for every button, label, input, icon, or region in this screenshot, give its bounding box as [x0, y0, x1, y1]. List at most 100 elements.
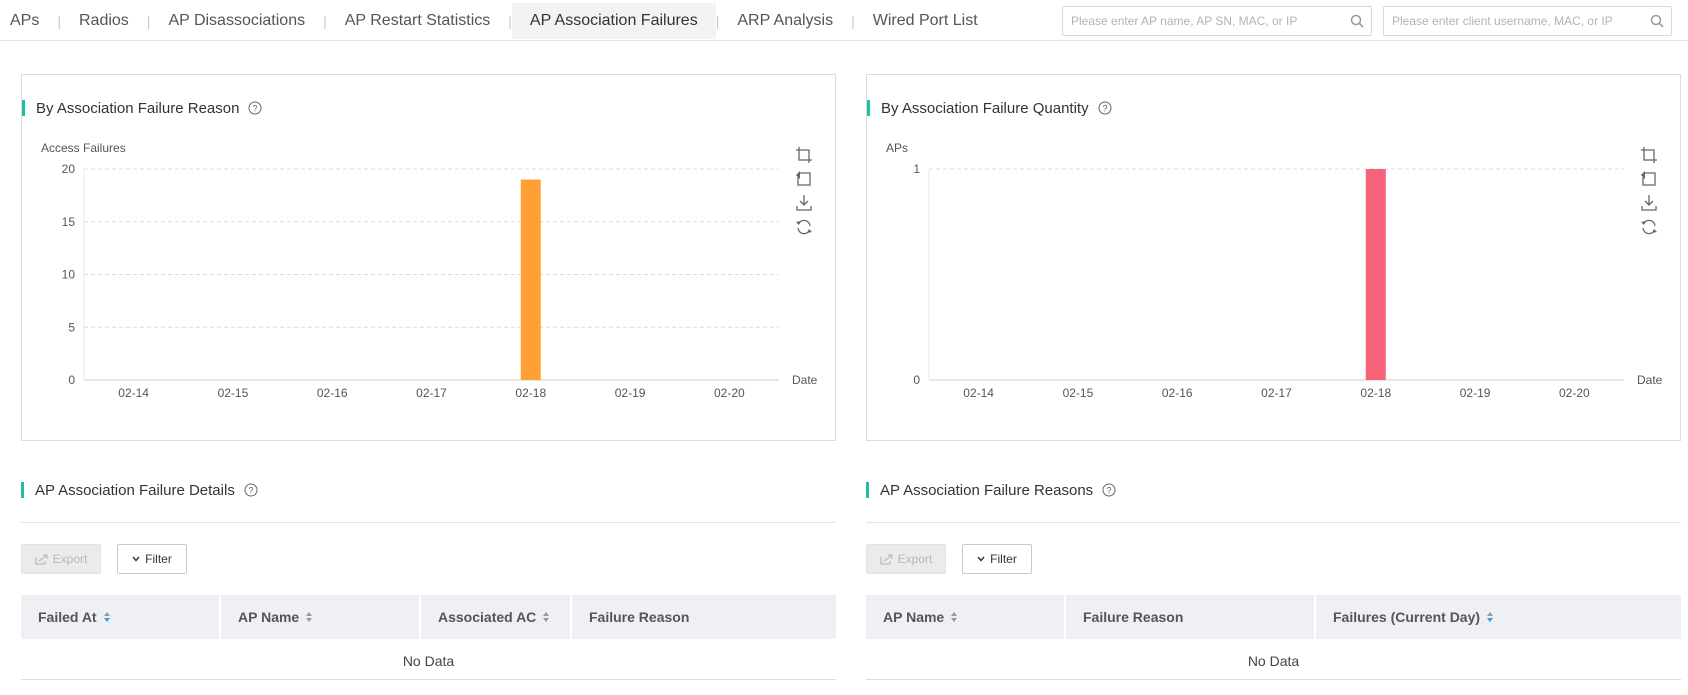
y-tick-label: 15 [62, 215, 76, 229]
chevron-down-icon [132, 556, 140, 562]
column-header-associated-ac[interactable]: Associated AC [421, 595, 572, 639]
column-header-failures-current-day[interactable]: Failures (Current Day) [1316, 595, 1681, 639]
quantity-chart-title: By Association Failure Quantity ? [867, 99, 1112, 117]
y-tick-label: 1 [913, 162, 920, 176]
tab-ap-disassociations[interactable]: AP Disassociations [168, 11, 306, 29]
client-search-input[interactable] [1384, 7, 1671, 35]
help-circle-icon[interactable]: ? [248, 101, 262, 115]
tab-ap-association-failures[interactable]: AP Association Failures [511, 2, 716, 39]
reason-chart-title-text: By Association Failure Reason [36, 99, 240, 117]
export-button[interactable]: Export [21, 544, 101, 574]
svg-text:?: ? [1107, 486, 1112, 496]
empty-table-message: No Data [21, 643, 836, 680]
column-header-label: Associated AC [438, 609, 537, 625]
svg-text:?: ? [1102, 104, 1107, 114]
tab-wired-port-list[interactable]: Wired Port List [872, 11, 978, 29]
sort-icon[interactable] [950, 611, 958, 623]
x-tick-label: 02-20 [1559, 386, 1590, 400]
x-tick-label: 02-14 [963, 386, 994, 400]
help-circle-icon[interactable]: ? [244, 483, 258, 497]
section-divider [21, 522, 836, 523]
column-header-ap-name[interactable]: AP Name [866, 595, 1066, 639]
ap-search-input[interactable] [1063, 7, 1371, 35]
restore-icon[interactable] [1640, 170, 1658, 188]
y-tick-label: 0 [68, 373, 75, 387]
sort-icon[interactable] [542, 611, 550, 623]
details-table-header: Failed At AP Name Associated AC Failure … [21, 595, 836, 639]
quantity-bar-chart: APs 0 1 02-14 02-15 02-16 02-17 02-18 02-19 02-20… [886, 141, 1663, 400]
y-axis-label: Access Failures [41, 141, 126, 155]
chevron-down-icon [977, 556, 985, 562]
svg-text:?: ? [253, 104, 258, 114]
tab-separator: | [508, 12, 512, 29]
help-circle-icon[interactable]: ? [1102, 483, 1116, 497]
tab-separator: | [323, 12, 327, 29]
x-tick-label: 02-19 [1460, 386, 1491, 400]
help-circle-icon[interactable]: ? [1098, 101, 1112, 115]
tab-separator: | [57, 12, 61, 29]
filter-button-label: Filter [145, 552, 172, 566]
column-header-label: Failed At [38, 609, 97, 625]
refresh-icon[interactable] [1640, 218, 1658, 236]
reasons-section-title-text: AP Association Failure Reasons [880, 481, 1094, 499]
restore-icon[interactable] [795, 170, 813, 188]
reasons-table-header: AP Name Failure Reason Failures (Current… [866, 595, 1681, 639]
export-icon [35, 553, 48, 565]
reason-chart-title: By Association Failure Reason ? [22, 99, 262, 117]
y-axis-label: APs [886, 141, 908, 155]
search-icon[interactable] [1650, 14, 1664, 28]
x-tick-label: 02-20 [714, 386, 745, 400]
search-icon[interactable] [1350, 14, 1364, 28]
column-header-failure-reason: Failure Reason [572, 595, 836, 639]
filter-button-label: Filter [990, 552, 1017, 566]
column-header-label: AP Name [238, 609, 300, 625]
tab-arp-analysis[interactable]: ARP Analysis [737, 11, 834, 29]
quantity-chart-panel: By Association Failure Quantity ? APs 0 1 0… [866, 74, 1681, 441]
details-section-title: AP Association Failure Details ? [21, 482, 258, 499]
y-tick-label: 5 [68, 320, 75, 334]
reason-chart-panel: By Association Failure Reason ? Access F… [21, 74, 836, 441]
download-icon[interactable] [795, 194, 813, 212]
export-icon [880, 553, 893, 565]
x-tick-label: 02-14 [118, 386, 149, 400]
column-header-label: AP Name [883, 609, 945, 625]
export-button[interactable]: Export [866, 544, 946, 574]
title-accent-bar [22, 100, 25, 116]
tab-list: APs | Radios | AP Disassociations | AP R… [0, 0, 996, 41]
x-tick-label: 02-15 [218, 386, 249, 400]
filter-button[interactable]: Filter [117, 544, 187, 574]
tab-aps[interactable]: APs [10, 11, 40, 29]
x-tick-label: 02-16 [317, 386, 348, 400]
tab-radios[interactable]: Radios [78, 11, 129, 29]
tab-separator: | [851, 12, 855, 29]
empty-table-message: No Data [866, 643, 1681, 680]
reason-bar-chart: Access Failures 0 5 10 15 20 02-14 02-15 02-16 02… [41, 141, 818, 400]
crop-zoom-icon[interactable] [1640, 146, 1658, 164]
column-header-ap-name[interactable]: AP Name [221, 595, 421, 639]
chart-bar [520, 179, 541, 380]
quantity-chart-title-text: By Association Failure Quantity [881, 99, 1089, 117]
crop-zoom-icon[interactable] [795, 146, 813, 164]
x-tick-label: 02-19 [615, 386, 646, 400]
y-tick-label: 0 [913, 373, 920, 387]
column-header-label: Failures (Current Day) [1333, 609, 1481, 625]
x-tick-label: 02-18 [515, 386, 546, 400]
column-header-failed-at[interactable]: Failed At [21, 595, 221, 639]
sort-icon[interactable] [305, 611, 313, 623]
refresh-icon[interactable] [795, 218, 813, 236]
tab-ap-restart-statistics[interactable]: AP Restart Statistics [344, 11, 491, 29]
sort-icon[interactable] [1486, 611, 1494, 623]
x-tick-label: 02-15 [1063, 386, 1094, 400]
x-axis-label: Date [792, 373, 818, 387]
ap-search-box [1062, 6, 1372, 36]
x-tick-label: 02-17 [416, 386, 447, 400]
sort-icon[interactable] [103, 611, 111, 623]
title-accent-bar [21, 482, 24, 498]
column-header-label: Failure Reason [589, 609, 690, 625]
client-search-box [1383, 6, 1672, 36]
x-tick-label: 02-16 [1162, 386, 1193, 400]
filter-button[interactable]: Filter [962, 544, 1032, 574]
download-icon[interactable] [1640, 194, 1658, 212]
column-header-label: Failure Reason [1083, 609, 1184, 625]
chart-bar [1365, 169, 1386, 380]
